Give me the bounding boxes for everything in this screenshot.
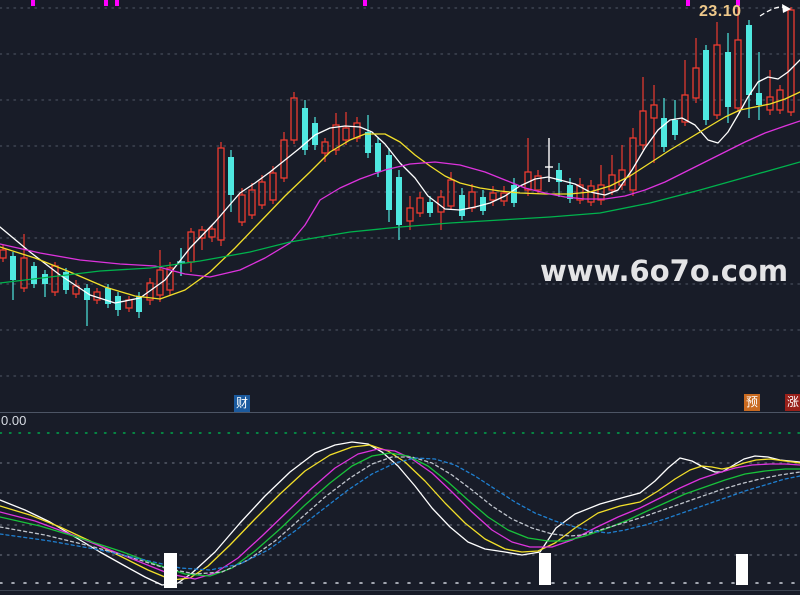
- price-callout-label: 23.10: [699, 3, 742, 20]
- tag-zhang-chip[interactable]: 涨: [785, 394, 800, 411]
- moving-averages: [0, 59, 800, 304]
- callout-arrow: [759, 4, 791, 17]
- oscillator-lines: [0, 441, 800, 586]
- bottom-border: [0, 590, 800, 591]
- tag-yu-chip[interactable]: 预: [744, 394, 760, 411]
- tag-cai-chip[interactable]: 财: [234, 395, 250, 412]
- watermark: www.6o7o.com: [540, 254, 789, 288]
- marker-bars: [164, 553, 748, 588]
- panel-divider: [0, 412, 800, 413]
- candles: [0, 7, 795, 326]
- oscillator-grid: [0, 432, 800, 584]
- signal-ticks: [31, 0, 740, 6]
- oscillator-value-label: 0.00: [1, 413, 27, 428]
